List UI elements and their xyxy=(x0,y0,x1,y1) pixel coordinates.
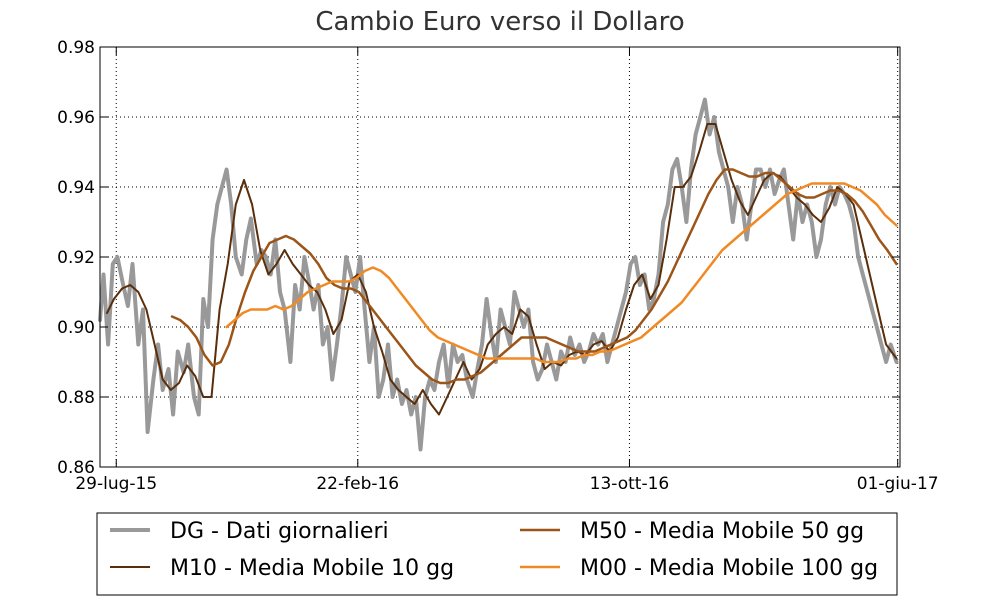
legend-box xyxy=(96,512,898,596)
legend-label: DG - Dati giornalieri xyxy=(170,519,389,544)
legend-label: M50 - Media Mobile 50 gg xyxy=(580,519,864,544)
y-tick-label: 0.98 xyxy=(57,38,95,58)
y-tick-label: 0.86 xyxy=(57,458,95,478)
y-tick-label: 0.94 xyxy=(57,178,95,198)
legend: DG - Dati giornalieri M10 - Media Mobile … xyxy=(96,512,898,596)
x-tick-label: 22-feb-16 xyxy=(316,474,399,494)
x-tick-label: 01-giu-17 xyxy=(857,474,939,494)
axis-ticks: 0.86 0.88 0.90 0.92 0.94 0.96 0.98 29-lug-15 22-… xyxy=(57,38,938,494)
y-tick-label: 0.96 xyxy=(57,108,95,128)
series-line-3 xyxy=(170,168,898,385)
chart-title: Cambio Euro verso il Dollaro xyxy=(315,7,684,37)
series-lines xyxy=(98,97,899,452)
y-tick-label: 0.88 xyxy=(57,388,95,408)
y-tick-label: 0.92 xyxy=(57,248,95,268)
series-line-4 xyxy=(225,182,898,364)
x-tick-label: 13-ott-16 xyxy=(590,474,670,494)
series-line-1 xyxy=(98,97,899,452)
legend-label: M10 - Media Mobile 10 gg xyxy=(170,556,454,581)
series-line-2 xyxy=(106,123,898,416)
grid-lines xyxy=(100,47,900,467)
y-tick-label: 0.90 xyxy=(57,318,95,338)
x-tick-label: 29-lug-15 xyxy=(75,474,157,494)
legend-label: M00 - Media Mobile 100 gg xyxy=(580,556,878,581)
